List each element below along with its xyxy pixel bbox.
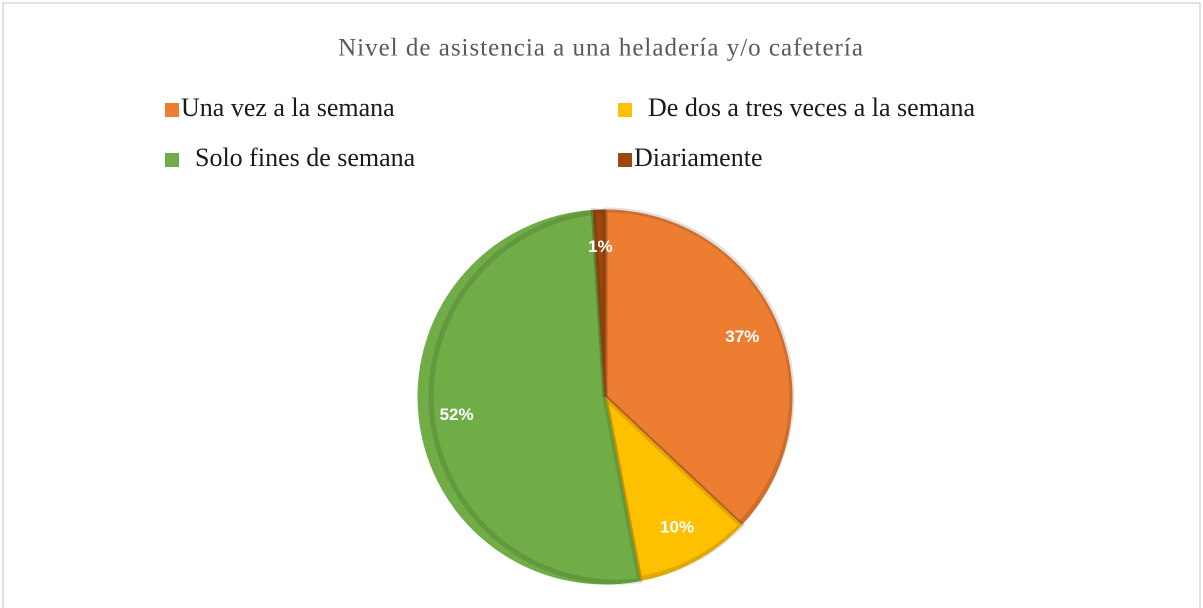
- chart-title: Nivel de asistencia a una heladería y/o …: [338, 35, 864, 62]
- legend-swatch: [618, 153, 632, 167]
- legend-label: Una vez a la semana: [181, 93, 395, 122]
- pie-slice: [417, 209, 641, 585]
- slice-edge: [590, 207, 608, 398]
- data-label: 10%: [660, 518, 694, 537]
- legend-label: Diariamente: [634, 143, 763, 172]
- slice-edge: [428, 209, 643, 585]
- legend-swatch: [165, 103, 179, 117]
- legend-swatch: [618, 103, 632, 117]
- pie-slice: [604, 395, 743, 582]
- data-label: 52%: [440, 405, 474, 424]
- slice-edge: [601, 389, 745, 582]
- data-label: 37%: [725, 327, 759, 346]
- legend-label: Solo fines de semana: [195, 143, 416, 172]
- slice-edge: [602, 207, 795, 528]
- data-label: 1%: [588, 237, 613, 256]
- pie-slice: [592, 209, 606, 398]
- legend-swatch: [165, 153, 179, 167]
- pie-slice: [604, 209, 793, 526]
- legend-label: De dos a tres veces a la semana: [648, 93, 975, 122]
